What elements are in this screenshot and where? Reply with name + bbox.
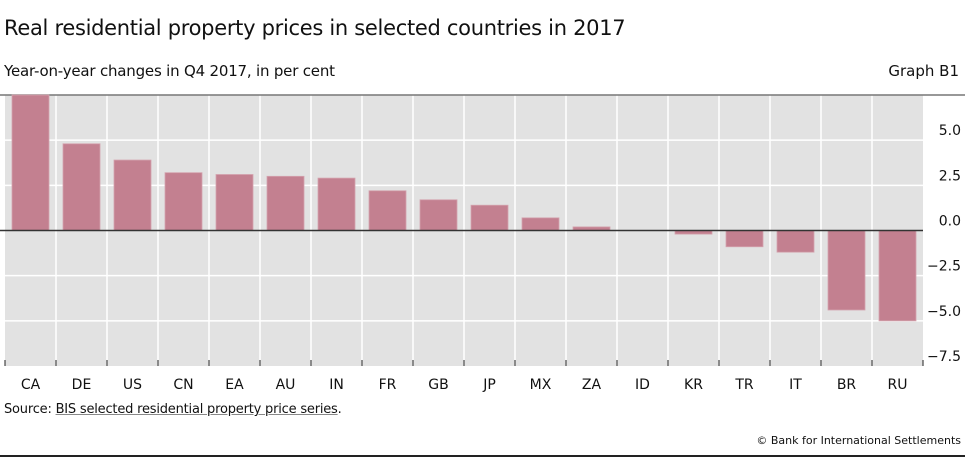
y-tick-label: 2.5 bbox=[939, 168, 961, 184]
source-note: Source: BIS selected residential propert… bbox=[4, 402, 342, 417]
bottom-rule bbox=[0, 455, 965, 457]
x-tick-label: KR bbox=[684, 377, 703, 393]
y-tick-label: 5.0 bbox=[939, 123, 961, 139]
x-tick-label: CN bbox=[173, 377, 193, 393]
x-tick-label: US bbox=[123, 377, 142, 393]
y-tick-label: −2.5 bbox=[927, 259, 961, 275]
x-tick-label: ID bbox=[635, 377, 650, 393]
bar-GB bbox=[419, 199, 458, 231]
x-tick-label: EA bbox=[225, 377, 244, 393]
x-tick-label: IN bbox=[329, 377, 344, 393]
x-tick-label: FR bbox=[379, 377, 397, 393]
bar-IT bbox=[776, 230, 815, 253]
x-tick-label: JP bbox=[482, 377, 496, 393]
copyright: © Bank for International Settlements bbox=[756, 434, 961, 447]
y-tick-label: 0.0 bbox=[939, 214, 961, 230]
bar-chart: 5.0 2.5 0.0 −2.5 −5.0 −7.5 CA DE US CN EA AU IN FR GB J… bbox=[0, 94, 965, 393]
y-tick-label: −5.0 bbox=[927, 304, 961, 320]
graph-id: Graph B1 bbox=[888, 62, 959, 80]
x-tick-label: AU bbox=[276, 377, 296, 393]
x-tick-label: RU bbox=[888, 377, 908, 393]
bar-DE bbox=[62, 143, 101, 231]
bar-FR bbox=[368, 190, 407, 231]
bar-CA bbox=[11, 94, 50, 231]
x-tick-label: IT bbox=[789, 377, 802, 393]
x-tick-label: BR bbox=[837, 377, 857, 393]
bar-EA bbox=[215, 174, 254, 231]
x-tick-label: TR bbox=[734, 377, 754, 393]
bar-AU bbox=[266, 175, 305, 231]
source-link[interactable]: BIS selected residential property price … bbox=[55, 402, 338, 417]
x-tick-label: DE bbox=[72, 377, 92, 393]
bar-BR bbox=[827, 230, 866, 311]
x-tick-label: GB bbox=[428, 377, 448, 393]
bar-JP bbox=[470, 204, 509, 231]
bar-US bbox=[113, 159, 152, 231]
bar-RU bbox=[878, 230, 917, 322]
x-tick-label: ZA bbox=[582, 377, 602, 393]
bar-IN bbox=[317, 177, 356, 231]
x-tick-label: MX bbox=[530, 377, 552, 393]
bar-TR bbox=[725, 230, 764, 248]
chart-title: Real residential property prices in sele… bbox=[4, 16, 626, 40]
y-tick-label: −7.5 bbox=[927, 349, 961, 365]
x-tick-label: CA bbox=[21, 377, 41, 393]
bar-CN bbox=[164, 172, 203, 231]
bar-MX bbox=[521, 217, 560, 231]
chart-subtitle: Year-on-year changes in Q4 2017, in per … bbox=[4, 62, 335, 80]
